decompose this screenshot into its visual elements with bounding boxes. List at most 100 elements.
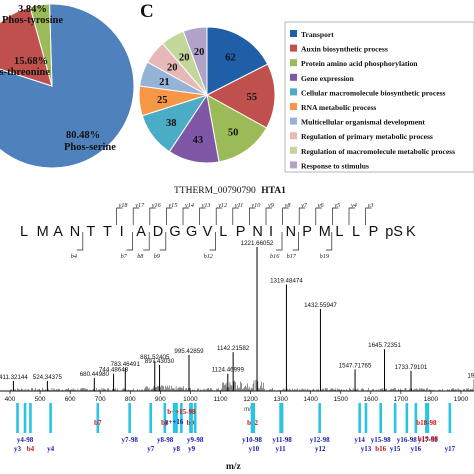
go-slice-transport bbox=[206, 26, 269, 96]
fragment-ion-marker bbox=[252, 403, 256, 433]
peak-mz-label: 1547.71765 bbox=[339, 362, 372, 369]
peak-mz-label: 524.34375 bbox=[33, 374, 63, 381]
y-ion-label: y5 bbox=[333, 202, 340, 209]
fragment-ion-label: y7 bbox=[147, 445, 155, 453]
fragment-ion-label: y16-98 bbox=[397, 436, 417, 444]
residue-K: K bbox=[406, 224, 416, 240]
fragment-ion-label: y17 bbox=[445, 445, 456, 453]
peak-mz-label: 1645.72351 bbox=[368, 342, 401, 349]
go-slice-response-to-stimulus bbox=[182, 26, 208, 96]
go-slice-value-label: 38 bbox=[166, 118, 177, 129]
residue-T: T bbox=[103, 224, 112, 240]
legend-entry-label: Response to stimulus bbox=[301, 161, 369, 170]
legend-swatch bbox=[290, 73, 297, 81]
go-slice-value-label: 20 bbox=[179, 52, 190, 63]
x-tick-label: 500 bbox=[35, 396, 46, 403]
go-slice-protein-amino-acid-phosphorylation bbox=[206, 94, 268, 163]
go-slice-auxin-biosynthetic-process bbox=[205, 63, 276, 129]
legend-entry-label: Multicellular organismal development bbox=[301, 118, 425, 127]
y-ion-bracket bbox=[348, 207, 355, 225]
y-ion-bracket bbox=[215, 207, 223, 225]
residue-N: N bbox=[70, 224, 80, 240]
b-ion-bracket bbox=[325, 232, 333, 251]
protein-name: HTA1 bbox=[261, 186, 286, 196]
fragment-ion-marker bbox=[280, 403, 284, 433]
y-ion-bracket bbox=[199, 207, 206, 225]
x-tick-label: 1900 bbox=[454, 396, 469, 403]
legend-swatch bbox=[290, 59, 297, 67]
b-ion-bracket bbox=[159, 232, 167, 251]
x-tick-label: 800 bbox=[125, 396, 136, 403]
fragment-ion-label: b4 bbox=[27, 445, 35, 453]
y-ion-bracket bbox=[298, 207, 306, 225]
peak-mz-label: 1124.46999 bbox=[212, 367, 245, 374]
residue-M: M bbox=[319, 224, 331, 240]
b-ion-label: b8 bbox=[137, 253, 144, 260]
go-slice-value-label: 55 bbox=[247, 92, 258, 103]
legend-swatch bbox=[290, 117, 297, 125]
fragment-ion-label: y7-98 bbox=[121, 436, 138, 444]
peak-mz-label: 897.43030 bbox=[145, 358, 175, 365]
fragment-ion-marker bbox=[405, 403, 409, 433]
b-ion-bracket bbox=[276, 232, 283, 251]
fragment-ion-marker bbox=[180, 403, 183, 433]
fragment-ion-label: y3 bbox=[14, 445, 22, 453]
fragment-ion-label: y11 bbox=[276, 445, 287, 453]
protein-caption: TTHERM_00790790 HTA1 bbox=[174, 186, 286, 196]
legend-swatch bbox=[290, 30, 297, 37]
x-tick-label: 600 bbox=[65, 396, 76, 403]
legend-entry-label: Cellular macromolecule biosynthetic proc… bbox=[301, 88, 446, 97]
y-ion-bracket bbox=[182, 207, 189, 225]
legend-frame bbox=[284, 21, 474, 173]
pie-label-tyrosine-name: Phos-tyrosine bbox=[2, 15, 63, 26]
fragment-ion-label: y17-98 bbox=[418, 436, 438, 444]
fragment-ion-marker bbox=[414, 403, 418, 433]
y-ion-label: y7 bbox=[300, 202, 308, 209]
x-tick-label: 900 bbox=[155, 396, 166, 403]
y-ion-label: y14 bbox=[184, 202, 194, 209]
fragment-ion-label: y15-98 bbox=[371, 436, 391, 444]
fragment-ion-marker bbox=[96, 403, 100, 433]
y-ion-bracket bbox=[265, 207, 272, 225]
pie-slice-phos-threonine bbox=[0, 6, 53, 87]
legend-entry-label: Protein amino acid phosphorylation bbox=[301, 59, 418, 68]
residue-A: A bbox=[53, 224, 63, 240]
peak-mz-label: 1432.55947 bbox=[304, 302, 337, 309]
y-ion-label: y6 bbox=[317, 202, 325, 209]
residue-I: I bbox=[120, 224, 124, 240]
residue-pS: pS bbox=[385, 224, 403, 240]
x-tick-label: 1700 bbox=[394, 396, 409, 403]
b-ion-label: b19 bbox=[320, 253, 329, 260]
fragment-ion-label: y14 bbox=[354, 436, 365, 444]
fragment-ion-marker bbox=[426, 403, 430, 433]
b-ion-label: b7 bbox=[121, 253, 128, 260]
panel-label-c: C bbox=[140, 1, 154, 22]
fragment-ion-marker bbox=[250, 403, 254, 433]
x-tick-label: 1800 bbox=[424, 396, 439, 403]
go-pie-legend: Transport Auxin biosynthetic process Prote… bbox=[284, 21, 474, 173]
residue-G: G bbox=[169, 224, 180, 240]
b-ion-bracket bbox=[76, 232, 84, 251]
y-ion-bracket bbox=[365, 207, 372, 225]
fragment-ion-marker bbox=[163, 403, 167, 433]
peak-mz-label: 783.46491 bbox=[111, 361, 141, 368]
fragment-ion-label: b++15-98 bbox=[167, 408, 196, 416]
fragment-ion-label: b19-98 bbox=[418, 435, 439, 443]
legend-swatch bbox=[290, 103, 297, 110]
mass-spectrum-plot: 411.32144 524.34375 680.44980744.48648783.… bbox=[0, 240, 474, 453]
legend-entry-label: Gene expression bbox=[301, 74, 355, 83]
y-ion-label: y9 bbox=[267, 202, 274, 209]
phospho-site-pie-chart bbox=[0, 3, 135, 169]
peak-mz-label: 881.52405 bbox=[140, 354, 170, 361]
pie-label-threonine-name: Phos-threonine bbox=[0, 67, 50, 78]
fragment-ion-marker bbox=[279, 403, 282, 433]
pie-label-threonine-percent: 15.68% bbox=[14, 56, 48, 67]
residue-V: V bbox=[203, 224, 213, 240]
residue-N: N bbox=[252, 224, 262, 240]
pie-slice-phos-tyrosine bbox=[29, 3, 53, 87]
residue-L: L bbox=[219, 224, 227, 240]
legend-swatch bbox=[290, 88, 297, 96]
residue-L: L bbox=[20, 224, 28, 240]
fragment-ion-marker bbox=[23, 403, 27, 433]
fragment-ion-marker bbox=[379, 403, 382, 433]
